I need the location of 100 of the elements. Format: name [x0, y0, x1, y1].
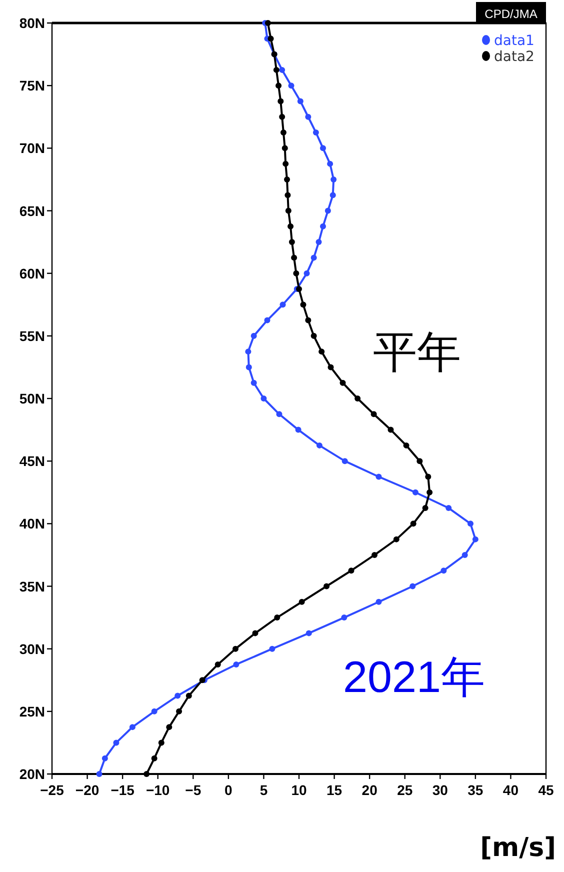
point	[279, 66, 286, 73]
point	[176, 708, 182, 714]
point	[327, 160, 334, 167]
annotation: 2021年	[343, 653, 485, 702]
point	[282, 160, 289, 167]
point	[310, 254, 317, 261]
point	[304, 270, 310, 276]
point	[102, 755, 108, 762]
legend-label: data2	[494, 49, 534, 65]
point	[295, 426, 302, 433]
point	[412, 489, 418, 496]
x-tick-label: 20	[362, 782, 378, 798]
point	[278, 98, 284, 104]
point	[276, 82, 282, 89]
point	[158, 740, 164, 746]
point	[342, 458, 348, 464]
point	[296, 286, 302, 292]
point	[232, 646, 238, 652]
point	[288, 82, 294, 89]
point	[388, 426, 394, 433]
y-tick-label: 80N	[19, 15, 45, 31]
point	[318, 348, 325, 355]
y-tick-label: 30N	[19, 640, 45, 657]
point	[312, 130, 319, 136]
point	[446, 505, 452, 512]
point	[279, 114, 286, 120]
point	[330, 176, 337, 182]
x-tick-label: 10	[291, 782, 307, 798]
point	[186, 692, 192, 699]
x-tick-label: 25	[397, 782, 413, 798]
x-tick-label: 35	[468, 782, 484, 798]
y-tick-label: 25N	[19, 703, 45, 720]
point	[284, 176, 290, 182]
point	[246, 364, 252, 370]
point	[305, 317, 312, 324]
point	[291, 254, 298, 261]
point	[269, 646, 276, 652]
point	[293, 270, 300, 276]
point	[393, 536, 400, 542]
y-tick-label: 20N	[19, 766, 45, 782]
point	[403, 442, 410, 448]
point	[297, 98, 304, 104]
point	[268, 36, 274, 42]
x-tick-label: −10	[146, 782, 170, 798]
point	[328, 364, 334, 370]
point	[284, 192, 291, 198]
point	[113, 740, 120, 746]
point	[376, 474, 382, 480]
point	[340, 380, 346, 386]
x-tick-label: 30	[432, 782, 448, 798]
point	[467, 520, 474, 527]
x-tick-label: −25	[40, 782, 64, 798]
point	[273, 66, 280, 73]
point	[426, 489, 433, 496]
y-tick-label: 75N	[19, 78, 45, 94]
note: CPD/JMA	[476, 2, 546, 23]
point	[330, 192, 336, 198]
y-tick-label: 40N	[19, 516, 45, 532]
point	[462, 552, 468, 558]
point	[260, 396, 267, 402]
y-tick-label: 60N	[19, 265, 45, 282]
point	[316, 239, 322, 246]
point	[376, 598, 382, 605]
y-tick-label: 70N	[19, 140, 45, 156]
point	[354, 396, 361, 402]
x-tick-label: 40	[502, 782, 519, 798]
point	[300, 302, 306, 308]
point	[472, 536, 478, 542]
point	[264, 317, 270, 324]
point	[440, 568, 447, 574]
point	[250, 380, 257, 386]
point	[341, 614, 348, 621]
point	[280, 130, 286, 136]
point	[324, 208, 331, 214]
point	[245, 348, 252, 355]
x-tick-label: 15	[326, 782, 342, 798]
x-tick-label: −5	[185, 782, 202, 798]
point	[151, 708, 158, 714]
x-axis-title: [m/s]	[480, 833, 556, 863]
x-tick-label: 0	[224, 782, 233, 798]
x-tick-label: −15	[110, 782, 135, 798]
point	[305, 114, 312, 120]
y-tick-label: 35N	[19, 578, 45, 594]
point	[280, 302, 286, 308]
point	[372, 552, 378, 558]
point	[276, 411, 282, 418]
x-tick-label: −20	[75, 782, 100, 798]
point	[370, 411, 377, 418]
point	[288, 223, 294, 230]
annotation: 平年	[373, 328, 461, 377]
point	[250, 332, 257, 339]
point	[252, 630, 258, 636]
point	[274, 614, 280, 621]
y-tick-label: 55N	[19, 328, 45, 344]
point	[282, 145, 288, 152]
point	[129, 724, 136, 730]
point	[166, 724, 172, 730]
point	[151, 755, 158, 762]
point	[320, 223, 326, 230]
point	[298, 598, 305, 605]
